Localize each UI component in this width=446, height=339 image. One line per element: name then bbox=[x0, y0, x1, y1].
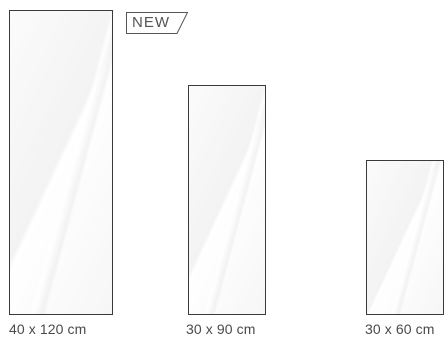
badge-tag-shape bbox=[126, 12, 188, 34]
badge-label: NEW bbox=[132, 14, 170, 31]
tile-40x120 bbox=[9, 10, 113, 315]
tile-gloss bbox=[10, 11, 112, 314]
tile-30x60 bbox=[366, 160, 444, 315]
tile-size-label: 30 x 90 cm bbox=[186, 321, 256, 337]
tile-gloss bbox=[367, 161, 443, 314]
tile-size-label: 30 x 60 cm bbox=[365, 321, 435, 337]
tile-30x90 bbox=[188, 85, 266, 315]
tile-size-label: 40 x 120 cm bbox=[9, 321, 87, 337]
tile-gloss bbox=[189, 86, 265, 314]
new-badge: NEW bbox=[126, 12, 188, 34]
